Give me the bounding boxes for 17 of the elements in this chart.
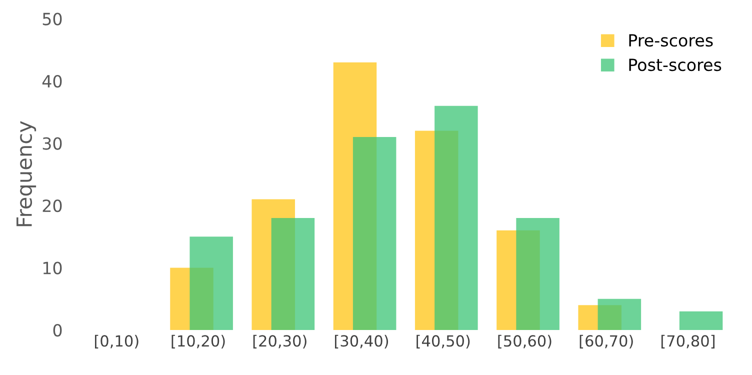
y-tick-label: 0 xyxy=(53,324,62,337)
x-tick-label: [20,30) xyxy=(253,334,306,348)
x-tick-label: [40,50) xyxy=(416,334,470,348)
y-tick-label: 40 xyxy=(42,74,62,88)
x-tick-label: [0,10) xyxy=(94,334,138,348)
y-tick-label: 50 xyxy=(42,12,62,26)
x-tick-label: [30,40) xyxy=(334,334,388,348)
x-tick-label: [10,20) xyxy=(172,334,225,348)
x-tick-label: [50,60) xyxy=(498,334,552,348)
x-tick-label: [70,80] xyxy=(661,334,715,348)
legend-label: Pre-scores xyxy=(629,34,713,47)
y-tick-label: 10 xyxy=(43,262,62,274)
y-tick-label: 30 xyxy=(42,137,62,150)
y-axis-title: Frequency xyxy=(16,121,36,226)
y-tick-label: 20 xyxy=(42,199,62,212)
x-tick-label: [60,70) xyxy=(580,334,633,348)
legend-label: Post-scores xyxy=(629,58,722,72)
